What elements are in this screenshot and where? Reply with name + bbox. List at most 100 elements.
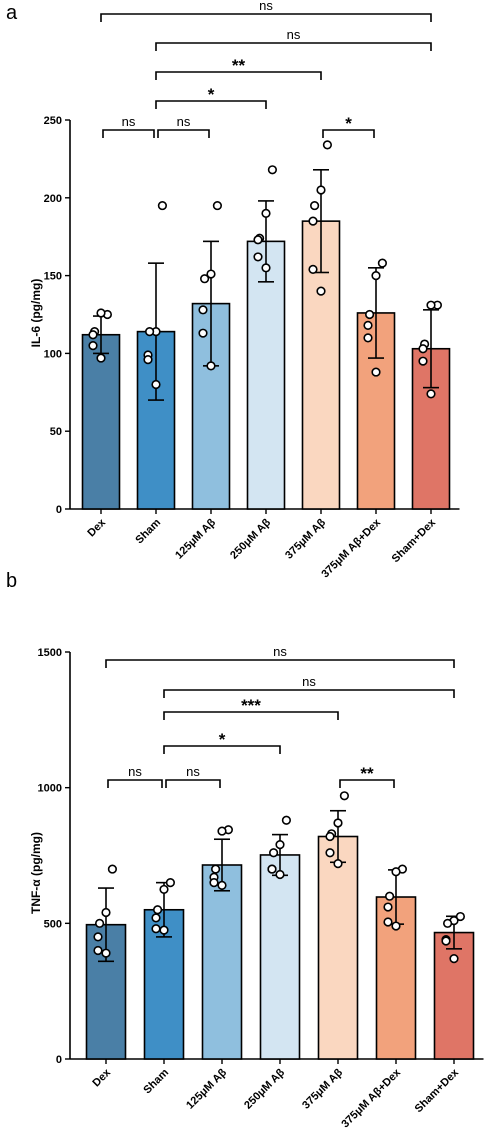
panel-b-data-point	[269, 848, 279, 858]
panel-a-significance-label: **	[232, 56, 246, 75]
panel-b-data-point	[275, 840, 285, 850]
panel-a-significance-label: ns	[259, 0, 273, 13]
panel-b-data-point	[151, 924, 161, 934]
panel-a-data-point	[253, 252, 263, 262]
panel-b-data-point	[101, 948, 111, 958]
panel-a-significance-label: *	[345, 114, 352, 133]
panel-a-data-point	[426, 389, 436, 399]
panel-b-bar-5	[317, 835, 359, 1060]
panel-b-significance-label: ***	[241, 696, 261, 715]
panel-b-y-tick-label: 500	[44, 918, 62, 930]
panel-b-significance-bracket	[339, 779, 395, 788]
panel-a-data-point	[88, 330, 98, 340]
panel-b-data-point	[449, 954, 459, 964]
panel-b-category-label: 375μM Aβ+Dex	[339, 1066, 403, 1130]
panel-b-category-label: Sham+Dex	[413, 1066, 462, 1115]
panel-a-y-tick-label: 100	[44, 348, 62, 360]
panel-b-data-point	[333, 818, 343, 828]
panel-b-data-point	[333, 859, 343, 869]
panel-a-data-point	[253, 235, 263, 245]
panel-a-y-tick-label: 50	[50, 426, 62, 438]
panel-a-bar-1	[81, 333, 121, 510]
panel-b-y-tick-label: 1500	[38, 647, 62, 659]
panel-b-bar-7	[433, 931, 475, 1060]
panel-a-data-point	[363, 320, 373, 330]
panel-b-significance-bracket	[163, 745, 281, 754]
panel-a-significance-label: *	[208, 85, 215, 104]
panel-b-data-point	[209, 878, 219, 888]
panel-b-significance-bracket	[163, 689, 455, 698]
panel-b-data-point	[165, 878, 175, 888]
panel-a-y-tick-label: 250	[44, 115, 62, 127]
panel-a-data-point	[377, 258, 388, 268]
panel-a-data-point	[363, 333, 373, 343]
panel-a-category-label: Sham	[133, 516, 163, 546]
panel-a-data-point	[308, 216, 318, 226]
panel-a-data-point	[88, 341, 98, 351]
panel-a-data-point	[151, 379, 161, 390]
panel-b-significance-label: **	[360, 764, 374, 783]
panel-a-data-point	[418, 356, 428, 366]
panel-a-significance-label: ns	[287, 27, 301, 42]
panel-b-significance-bracket	[163, 711, 339, 720]
panel-a-data-point	[198, 305, 208, 315]
panel-b-significance-label: ns	[273, 644, 287, 659]
panel-a-y-tick-label: 150	[44, 271, 62, 283]
panel-b: b TNF-α (pg/mg) 0 500 1000 1500 Dex Sham 125μM…	[6, 570, 484, 1130]
panel-a-data-point	[143, 355, 153, 365]
panel-b-y-tick-label: 1000	[38, 783, 62, 795]
panel-a-data-point	[267, 165, 278, 175]
panel-b-category-label: 250μM Aβ	[242, 1066, 287, 1111]
panel-a-data-point	[200, 274, 210, 284]
panel-a-y-axis-title: IL-6 (pg/mg)	[29, 279, 43, 348]
panel-b-significance-label: *	[219, 730, 226, 749]
panel-a-data-point	[96, 308, 106, 318]
panel-b-y-tick-label: 0	[56, 1054, 62, 1066]
panel-a-data-point	[261, 208, 271, 218]
panel-b-data-point	[455, 911, 466, 922]
panel-a-data-point	[316, 286, 326, 296]
panel-b-data-point	[325, 848, 335, 858]
panel-b-data-point	[325, 831, 335, 842]
panel-b-category-label: 375μM Aβ	[300, 1066, 345, 1111]
panel-a-significance-bracket	[155, 71, 322, 80]
panel-b-y-axis-title: TNF-α (pg/mg)	[29, 832, 43, 914]
panel-b-significance-label: ns	[186, 764, 200, 779]
panel-b-significance-label: ns	[128, 764, 142, 779]
panel-b-data-point	[159, 925, 169, 935]
panel-a-significance-bracket	[155, 100, 267, 109]
panel-a-significance-bracket	[322, 129, 375, 138]
panel-b-data-point	[391, 921, 401, 931]
panel-b-data-point	[275, 869, 285, 880]
panel-a-data-point	[157, 200, 167, 211]
panel-a-data-point	[371, 271, 381, 281]
panel-b-data-point	[441, 936, 451, 946]
panel-a-significance-label: ns	[122, 114, 136, 129]
panel-a-category-label: 125μM Aβ	[173, 516, 218, 561]
panel-b-letter: b	[6, 570, 17, 592]
panel-a-significance-bracket	[100, 13, 432, 22]
panel-b-bar-4	[259, 854, 301, 1060]
panel-b-data-point	[217, 880, 227, 890]
panel-b-category-label: Dex	[90, 1066, 113, 1089]
panel-b-data-point	[339, 791, 350, 801]
panel-b-significance-bracket	[107, 779, 163, 788]
panel-b-data-point	[385, 891, 395, 901]
panel-b-data-point	[153, 905, 163, 915]
panel-b-category-label: 125μM Aβ	[184, 1066, 229, 1111]
panel-a-category-label: 375μM Aβ+Dex	[319, 516, 383, 580]
panel-b-data-point	[443, 918, 453, 928]
panel-a-data-point	[371, 367, 381, 377]
panel-b-data-point	[93, 945, 103, 956]
panel-a-data-point	[206, 361, 216, 371]
panel-b-data-point	[383, 902, 393, 912]
panel-b-significance-bracket	[105, 659, 455, 668]
panel-b-data-point	[211, 864, 221, 874]
panel-b-data-point	[383, 917, 393, 927]
panel-b-significance-bracket	[165, 779, 221, 788]
panel-a-category-label: Dex	[85, 516, 108, 539]
panel-b-data-point	[107, 864, 117, 874]
panel-b-category-label: Sham	[141, 1066, 171, 1096]
panel-a-data-point	[418, 344, 428, 354]
